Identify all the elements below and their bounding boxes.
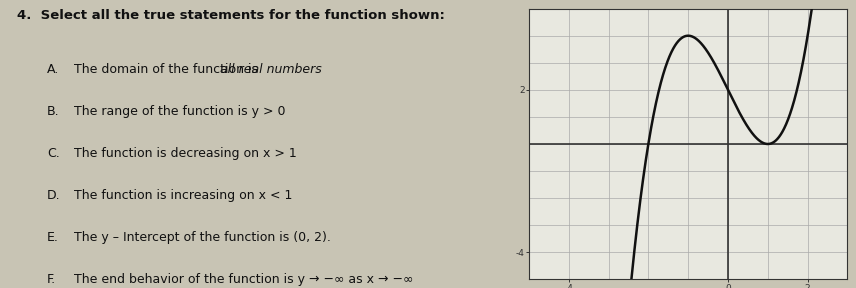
Text: D.: D.: [47, 189, 61, 202]
Text: C.: C.: [47, 147, 60, 160]
Text: all real numbers: all real numbers: [220, 63, 322, 76]
Text: The function is increasing on x < 1: The function is increasing on x < 1: [74, 189, 293, 202]
Text: The function is decreasing on x > 1: The function is decreasing on x > 1: [74, 147, 297, 160]
Text: F.: F.: [47, 272, 56, 286]
Text: B.: B.: [47, 105, 59, 118]
Text: E.: E.: [47, 231, 59, 244]
Text: The end behavior of the function is y → −∞ as x → −∞: The end behavior of the function is y → …: [74, 272, 413, 286]
Text: 4.  Select all the true statements for the function shown:: 4. Select all the true statements for th…: [17, 9, 445, 22]
Text: The domain of the function is: The domain of the function is: [74, 63, 262, 76]
Text: The range of the function is y > 0: The range of the function is y > 0: [74, 105, 286, 118]
Text: The y – Intercept of the function is (0, 2).: The y – Intercept of the function is (0,…: [74, 231, 331, 244]
Text: A.: A.: [47, 63, 59, 76]
